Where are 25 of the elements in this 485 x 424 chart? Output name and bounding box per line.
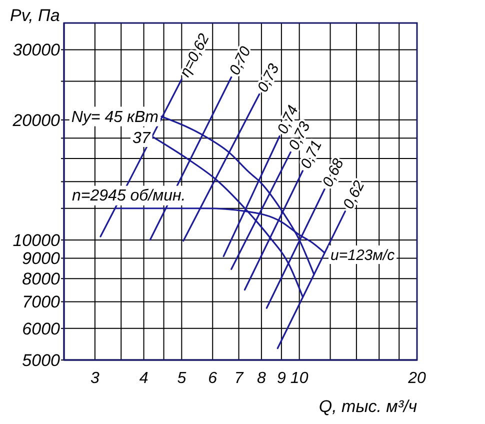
series-label: Ny= 45 кВт <box>71 109 158 126</box>
x-tick-label: 10 <box>290 370 308 387</box>
x-tick-label: 7 <box>234 370 244 387</box>
x-tick-label: 5 <box>177 370 186 387</box>
series-label: 37 <box>132 130 152 147</box>
y-tick-label: 9000 <box>22 249 61 268</box>
y-tick-label: 7000 <box>22 292 61 312</box>
text: 0,70 <box>226 43 255 78</box>
y-tick-label: 20000 <box>12 110 61 130</box>
y-tick-label: 6000 <box>22 319 61 338</box>
x-axis-title: Q, тыс. м³/ч <box>318 397 418 416</box>
y-tick-label: 5000 <box>22 350 61 370</box>
y-tick-label: 8000 <box>22 270 61 289</box>
x-tick-label: 9 <box>276 370 286 387</box>
y-tick-label: 30000 <box>12 40 61 60</box>
text: 0,73 <box>254 60 284 95</box>
x-tick-label: 3 <box>90 370 100 387</box>
y-axis-title: Pv, Па <box>10 6 60 25</box>
x-tick-label: 20 <box>407 370 426 387</box>
x-tick-label: 4 <box>139 370 148 387</box>
annotation: u=123м/с <box>330 246 396 264</box>
series-label: n=2945 об/мин. <box>72 187 186 204</box>
y-tick-label: 10000 <box>12 230 61 250</box>
x-tick-label: 6 <box>208 370 218 387</box>
x-tick-label: 8 <box>257 370 266 387</box>
